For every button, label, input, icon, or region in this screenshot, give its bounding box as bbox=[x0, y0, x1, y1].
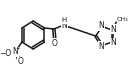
Text: +: + bbox=[16, 47, 20, 52]
Text: H: H bbox=[61, 17, 67, 23]
Text: O: O bbox=[52, 38, 58, 47]
Text: −O: −O bbox=[0, 49, 12, 58]
Text: CH₃: CH₃ bbox=[117, 17, 128, 22]
Text: O: O bbox=[18, 58, 23, 67]
Text: N: N bbox=[13, 47, 18, 56]
Text: N: N bbox=[111, 38, 116, 47]
Text: N: N bbox=[98, 42, 104, 51]
Text: N: N bbox=[111, 25, 116, 34]
Text: N: N bbox=[98, 21, 104, 30]
Text: N: N bbox=[61, 20, 67, 29]
